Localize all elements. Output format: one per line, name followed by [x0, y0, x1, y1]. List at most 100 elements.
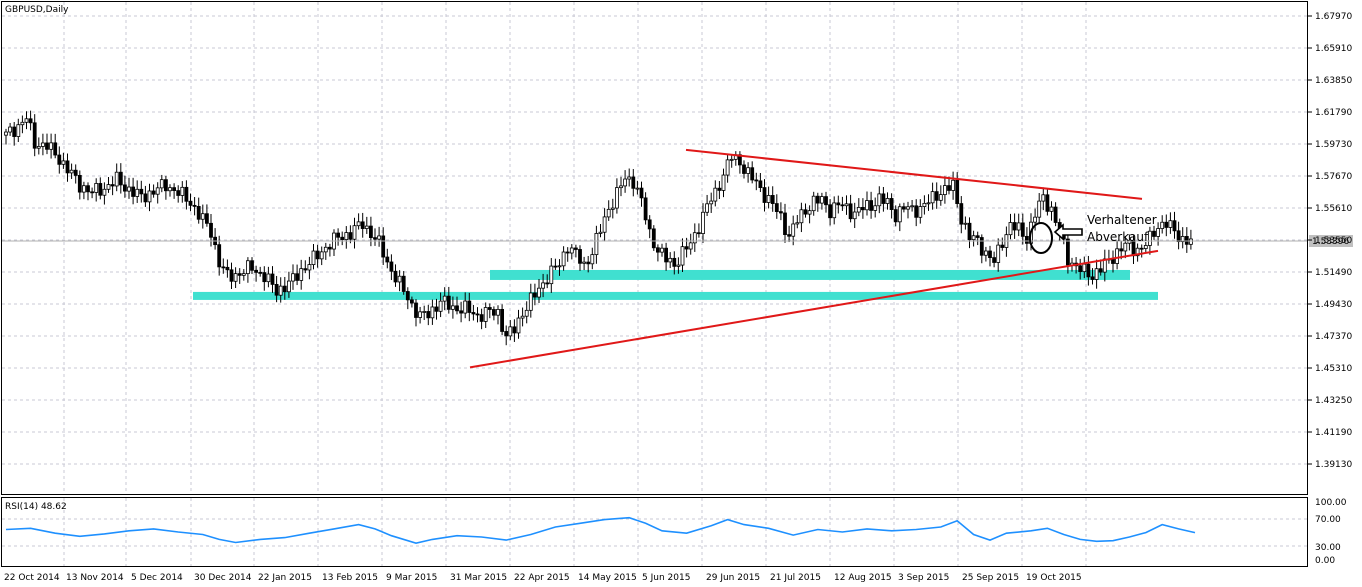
candle-body — [118, 171, 123, 186]
candle-body — [914, 205, 919, 218]
candle-body — [664, 247, 668, 263]
candle-body — [114, 171, 119, 187]
candle-body — [49, 142, 53, 150]
candle-body — [82, 185, 86, 193]
candle-body — [717, 187, 722, 191]
x-tick-label: 13 Feb 2015 — [322, 573, 378, 583]
candle-body — [1189, 238, 1193, 245]
candle-body — [938, 194, 943, 201]
candle-body — [381, 235, 386, 258]
candle-body — [897, 206, 902, 223]
candle-body — [143, 193, 148, 203]
candle-body — [1176, 230, 1181, 243]
candle-body — [459, 310, 464, 314]
candle-body — [340, 236, 345, 240]
candle-body — [1053, 206, 1058, 223]
candle-body — [315, 250, 320, 260]
y-tick-label: 1.45310 — [1315, 364, 1352, 374]
candle-body — [250, 260, 254, 271]
support-zone-lower — [193, 291, 1158, 300]
annotation-line-2: Abverkauf — [1087, 230, 1149, 244]
candle-body — [86, 185, 90, 193]
candle-body — [155, 187, 160, 195]
candle-body — [1049, 206, 1054, 212]
candle-body — [16, 124, 21, 137]
candle-body — [348, 232, 353, 240]
candle-body — [8, 126, 13, 133]
candle-body — [192, 204, 197, 207]
candle-body — [94, 183, 99, 193]
candle-body — [1037, 200, 1042, 218]
candle-body — [574, 247, 578, 250]
candle-body — [496, 308, 500, 316]
candle-body — [414, 302, 418, 318]
candle-body — [188, 200, 193, 206]
candle-body — [1152, 230, 1156, 237]
candle-body — [561, 251, 566, 267]
candle-body — [53, 142, 58, 156]
candle-body — [20, 121, 25, 126]
candle-body — [1139, 247, 1144, 250]
candle-body — [364, 225, 369, 229]
candle-body — [996, 244, 1001, 263]
candle-body — [709, 200, 714, 205]
candle-body — [463, 300, 468, 314]
candle-body — [45, 142, 49, 150]
candle-body — [615, 187, 619, 209]
candle-body — [303, 268, 308, 271]
candle-body — [815, 195, 820, 204]
candle-body — [471, 312, 476, 315]
candle-body — [24, 118, 29, 123]
time-axis: 22 Oct 2014 13 Nov 2014 5 Dec 2014 30 Dec 2… — [4, 573, 1082, 583]
rsi-pane-border — [1, 497, 1308, 567]
candle-body — [902, 206, 906, 210]
candle-body — [971, 235, 976, 241]
y-tick-label: 1.61790 — [1315, 108, 1352, 118]
y-tick-label: 1.49430 — [1315, 300, 1352, 310]
candle-body — [869, 200, 873, 211]
candle-body — [811, 195, 816, 212]
candle-body — [299, 268, 304, 281]
candle-body — [4, 131, 8, 136]
candle-body — [1168, 220, 1173, 228]
rsi-label: RSI(14) 48.62 — [5, 502, 67, 512]
candle-body — [807, 210, 812, 215]
candle-body — [893, 209, 898, 223]
support-zones — [193, 269, 1158, 300]
candle-body — [590, 254, 595, 265]
x-tick-label: 31 Mar 2015 — [450, 573, 507, 583]
candle-body — [139, 188, 144, 195]
candle-body — [1135, 247, 1140, 257]
candle-body — [1164, 221, 1169, 228]
candle-body — [221, 266, 226, 269]
candle-body — [57, 154, 62, 165]
candle-body — [537, 287, 541, 298]
candle-body — [975, 235, 980, 238]
candle-body — [28, 118, 33, 124]
candle-body — [832, 202, 837, 219]
y-tick-label: 1.47370 — [1315, 332, 1352, 342]
candle-body — [360, 221, 365, 229]
rsi-level-100: 100.00 — [1315, 498, 1347, 508]
candle-body — [656, 247, 660, 253]
candle-body — [750, 167, 755, 181]
candle-body — [676, 264, 681, 267]
candle-body — [688, 242, 693, 250]
x-tick-label: 5 Jun 2015 — [642, 573, 690, 583]
candle-body — [491, 309, 496, 316]
candle-body — [434, 306, 439, 312]
candle-body — [979, 237, 984, 256]
candle-body — [479, 314, 484, 322]
candle-body — [176, 190, 181, 196]
candle-body — [446, 295, 451, 310]
candle-body — [389, 261, 394, 272]
arrow-left-icon — [1053, 223, 1083, 241]
candle-body — [861, 207, 865, 211]
candle-body — [512, 326, 517, 334]
candle-body — [1045, 194, 1050, 212]
candle-body — [729, 158, 734, 161]
candle-body — [660, 247, 664, 253]
candle-body — [254, 269, 259, 273]
candle-body — [377, 235, 382, 240]
candle-body — [943, 185, 947, 196]
